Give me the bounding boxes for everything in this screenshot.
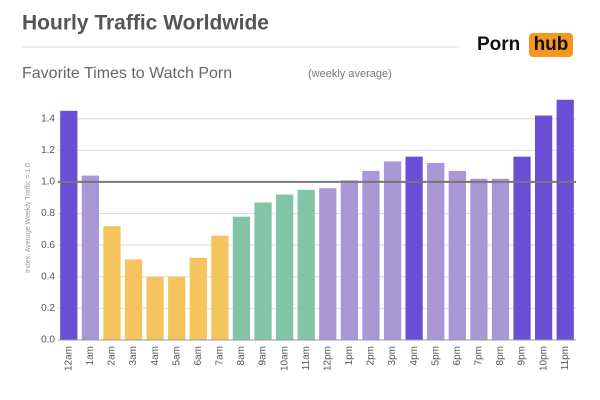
x-tick-label: 10am bbox=[279, 346, 290, 371]
x-tick-label: 4pm bbox=[409, 346, 420, 365]
bar bbox=[491, 178, 510, 340]
y-tick-label: 1.4 bbox=[41, 113, 55, 124]
x-tick-label: 6pm bbox=[452, 346, 463, 365]
bar bbox=[146, 276, 164, 340]
bar bbox=[362, 170, 380, 340]
bar bbox=[405, 156, 423, 340]
y-tick-label: 1.0 bbox=[41, 177, 55, 188]
bar bbox=[340, 180, 359, 340]
y-tick-label: 0.2 bbox=[41, 303, 55, 314]
bar bbox=[103, 226, 121, 340]
bar bbox=[534, 115, 553, 340]
bar bbox=[448, 170, 466, 340]
bar bbox=[81, 175, 100, 340]
bar bbox=[513, 156, 531, 340]
y-tick-label: 0.6 bbox=[41, 240, 55, 251]
y-axis-label: Index: Average Weekly Traffic = 1.0 bbox=[25, 163, 32, 273]
bar bbox=[168, 276, 186, 340]
x-tick-label: 7am bbox=[215, 346, 226, 365]
brand-text: hub bbox=[534, 34, 569, 55]
y-tick-label: 0.4 bbox=[41, 271, 55, 282]
x-tick-label: 3am bbox=[128, 346, 139, 365]
brand-text: Porn bbox=[477, 34, 520, 55]
x-tick-label: 12pm bbox=[322, 346, 333, 371]
x-tick-label: 12am bbox=[63, 346, 74, 371]
bar bbox=[319, 188, 337, 340]
bar bbox=[211, 235, 229, 340]
x-tick-label: 1pm bbox=[344, 346, 355, 365]
y-tick-label: 0.0 bbox=[41, 335, 55, 346]
subtitle-note: (weekly average) bbox=[308, 68, 392, 80]
x-tick-label: 10pm bbox=[538, 346, 549, 371]
x-tick-label: 8am bbox=[236, 346, 247, 365]
x-tick-label: 1am bbox=[85, 346, 96, 365]
bar bbox=[275, 194, 294, 340]
x-tick-label: 5pm bbox=[430, 346, 441, 365]
y-tick-label: 0.8 bbox=[41, 208, 55, 219]
x-tick-label: 11pm bbox=[560, 346, 571, 370]
bar bbox=[254, 202, 272, 340]
bar bbox=[383, 161, 402, 340]
brand-badge bbox=[529, 33, 573, 57]
x-tick-label: 6am bbox=[193, 346, 204, 365]
x-tick-label: 2am bbox=[107, 346, 118, 365]
chart-subtitle: Favorite Times to Watch Porn bbox=[22, 65, 232, 82]
y-tick-label: 1.2 bbox=[41, 145, 55, 156]
bar bbox=[60, 110, 78, 340]
bar bbox=[427, 162, 445, 340]
x-tick-label: 9pm bbox=[517, 346, 528, 365]
x-tick-label: 11am bbox=[301, 346, 312, 370]
x-tick-label: 3pm bbox=[387, 346, 398, 365]
bar bbox=[556, 99, 574, 340]
x-tick-label: 5am bbox=[171, 346, 182, 365]
x-tick-label: 9am bbox=[258, 346, 269, 365]
bar bbox=[124, 259, 143, 340]
bar bbox=[232, 216, 251, 340]
x-tick-label: 8pm bbox=[495, 346, 506, 365]
x-tick-label: 2pm bbox=[366, 346, 377, 365]
x-tick-label: 7pm bbox=[474, 346, 485, 365]
bar bbox=[470, 178, 488, 340]
bar bbox=[189, 257, 207, 340]
chart-title: Hourly Traffic Worldwide bbox=[22, 12, 269, 35]
bar bbox=[297, 189, 315, 340]
x-tick-label: 4am bbox=[150, 346, 161, 365]
